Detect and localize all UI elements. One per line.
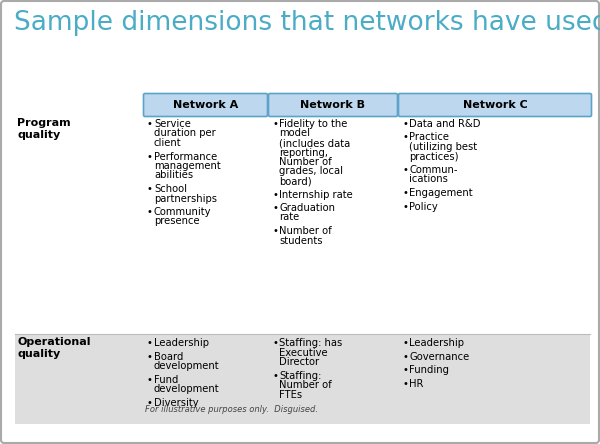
Text: •: • <box>147 397 153 408</box>
Text: •: • <box>147 207 153 217</box>
Text: FTEs: FTEs <box>279 389 302 400</box>
Text: students: students <box>279 235 323 246</box>
Text: Director: Director <box>279 357 319 367</box>
Text: Service: Service <box>154 119 191 129</box>
Text: •: • <box>147 338 153 348</box>
Text: grades, local: grades, local <box>279 166 343 177</box>
Text: management: management <box>154 161 221 171</box>
Text: board): board) <box>279 176 311 186</box>
Text: •: • <box>402 132 408 143</box>
Text: Fund: Fund <box>154 374 178 385</box>
Text: •: • <box>402 365 408 375</box>
FancyBboxPatch shape <box>269 94 398 116</box>
Text: •: • <box>402 338 408 348</box>
FancyBboxPatch shape <box>143 94 268 116</box>
Text: duration per: duration per <box>154 128 216 139</box>
Text: Governance: Governance <box>409 352 469 361</box>
Text: development: development <box>154 361 220 371</box>
Text: development: development <box>154 384 220 394</box>
Text: •: • <box>147 374 153 385</box>
Text: Staffing:: Staffing: <box>279 370 322 381</box>
Text: reporting,: reporting, <box>279 147 328 158</box>
Text: For illustrative purposes only.  Disguised.: For illustrative purposes only. Disguise… <box>145 405 318 414</box>
Text: Network C: Network C <box>463 100 527 110</box>
Text: •: • <box>272 119 278 129</box>
Text: Funding: Funding <box>409 365 449 375</box>
Text: •: • <box>402 378 408 388</box>
Text: Engagement: Engagement <box>409 188 473 198</box>
Text: •: • <box>147 119 153 129</box>
Text: Fidelity to the: Fidelity to the <box>279 119 347 129</box>
Text: •: • <box>147 352 153 361</box>
Text: •: • <box>272 203 278 213</box>
Text: rate: rate <box>279 213 299 222</box>
FancyBboxPatch shape <box>398 94 592 116</box>
Text: Community: Community <box>154 207 212 217</box>
Text: practices): practices) <box>409 151 458 162</box>
Text: Performance: Performance <box>154 151 217 162</box>
Text: Network B: Network B <box>301 100 365 110</box>
Text: Board: Board <box>154 352 184 361</box>
Text: Leadership: Leadership <box>154 338 209 348</box>
Text: Executive: Executive <box>279 348 328 357</box>
Text: Number of: Number of <box>279 380 332 390</box>
Text: Sample dimensions that networks have used: Sample dimensions that networks have use… <box>14 10 600 36</box>
Text: Number of: Number of <box>279 226 332 236</box>
Text: School: School <box>154 184 187 194</box>
Text: Program
quality: Program quality <box>17 118 71 140</box>
Text: presence: presence <box>154 217 200 226</box>
Text: Number of: Number of <box>279 157 332 167</box>
Text: •: • <box>402 202 408 211</box>
Text: Leadership: Leadership <box>409 338 464 348</box>
Text: ications: ications <box>409 174 448 185</box>
Text: Network A: Network A <box>173 100 238 110</box>
Text: (utilizing best: (utilizing best <box>409 142 477 152</box>
Text: Graduation: Graduation <box>279 203 335 213</box>
Text: HR: HR <box>409 378 424 388</box>
Text: Internship rate: Internship rate <box>279 190 353 199</box>
Text: Diversity: Diversity <box>154 397 199 408</box>
Text: •: • <box>147 151 153 162</box>
Text: partnerships: partnerships <box>154 194 217 203</box>
Bar <box>15 334 590 424</box>
Text: •: • <box>272 190 278 199</box>
Text: Data and R&D: Data and R&D <box>409 119 481 129</box>
Text: Practice: Practice <box>409 132 449 143</box>
Text: (includes data: (includes data <box>279 138 350 148</box>
Text: •: • <box>147 184 153 194</box>
Text: •: • <box>402 352 408 361</box>
Text: model: model <box>279 128 310 139</box>
Text: Staffing: has: Staffing: has <box>279 338 342 348</box>
Text: Policy: Policy <box>409 202 438 211</box>
Text: Operational
quality: Operational quality <box>17 337 91 359</box>
Text: •: • <box>402 119 408 129</box>
Text: client: client <box>154 138 182 148</box>
Text: abilities: abilities <box>154 170 193 181</box>
Text: •: • <box>272 370 278 381</box>
Text: •: • <box>272 338 278 348</box>
Text: •: • <box>402 188 408 198</box>
Text: •: • <box>402 165 408 175</box>
Text: Commun-: Commun- <box>409 165 458 175</box>
Text: •: • <box>272 226 278 236</box>
